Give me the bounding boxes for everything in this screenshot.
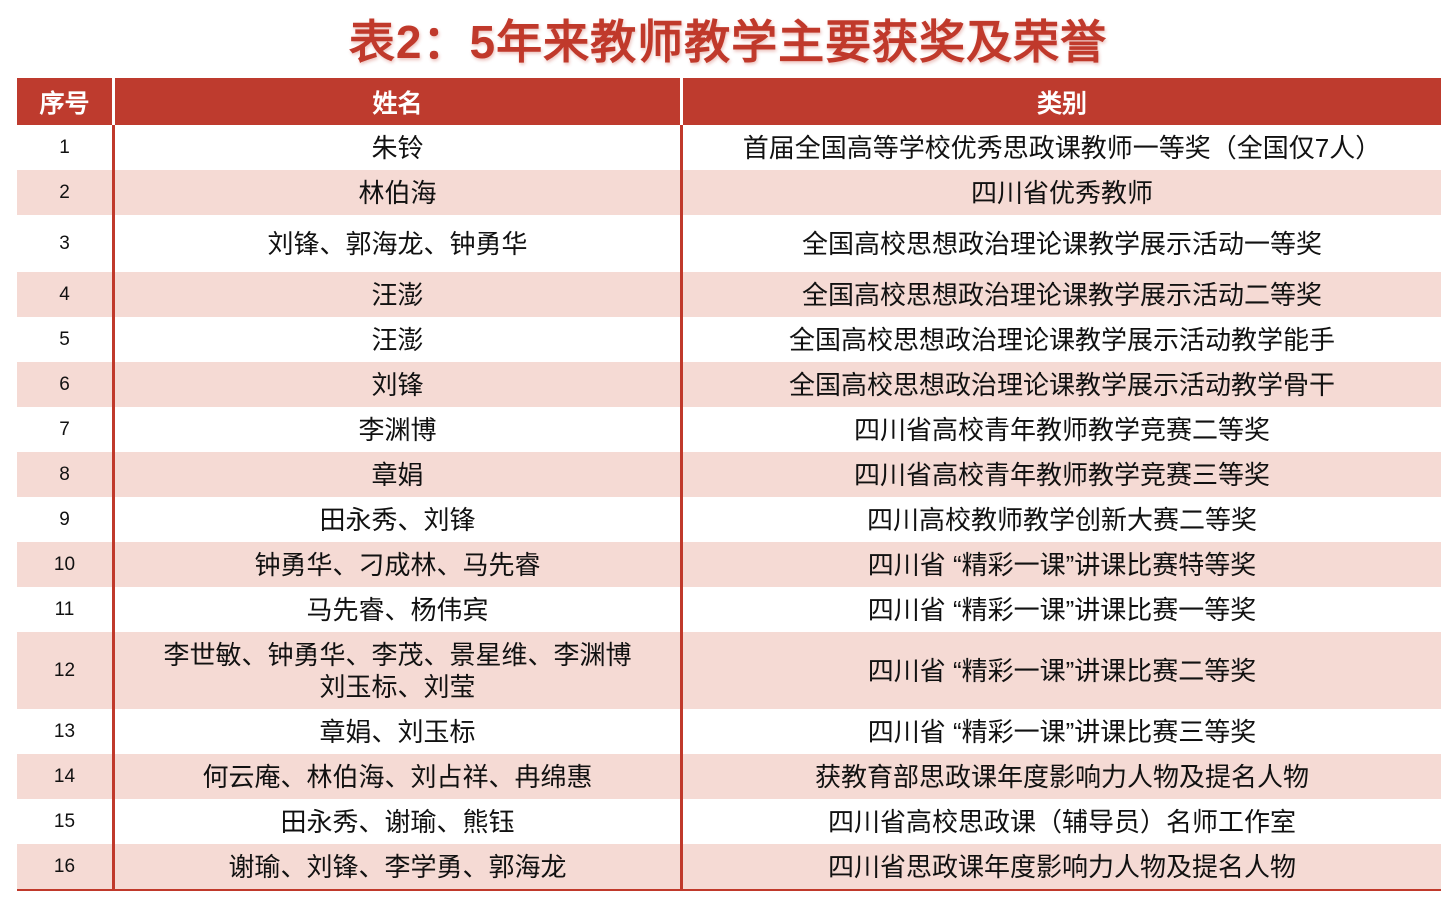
table-row: 4 汪澎 全国高校思想政治理论课教学展示活动二等奖 [17, 272, 1441, 317]
name-text: 汪澎 [371, 279, 424, 310]
cell-category: 四川省 “精彩一课”讲课比赛二等奖 [680, 632, 1441, 709]
table-row: 10 钟勇华、刁成林、马先睿 四川省 “精彩一课”讲课比赛特等奖 [17, 542, 1441, 587]
cell-no: 16 [17, 844, 114, 891]
cell-no: 13 [53, 720, 76, 742]
cell-name: 林伯海 [112, 170, 682, 215]
table-row: 11 马先睿、杨伟宾 四川省 “精彩一课”讲课比赛一等奖 [17, 587, 1441, 632]
cell-name: 刘锋 [112, 362, 682, 407]
cell-no: 9 [59, 508, 70, 530]
page-title: 表2：5年来教师教学主要获奖及荣誉 [348, 16, 1108, 68]
name-text: 章娟 [371, 459, 424, 490]
cell-category: 首届全国高等学校优秀思政课教师一等奖（全国仅7人） [680, 125, 1441, 170]
cell-name: 朱铃 [112, 125, 682, 170]
table-header-row: 序号 姓名 类别 [17, 78, 1441, 125]
name-text: 钟勇华、刁成林、马先睿 [254, 549, 541, 580]
cell-no: 15 [53, 810, 76, 832]
cell-category: 全国高校思想政治理论课教学展示活动教学骨干 [680, 362, 1441, 407]
cell-no: 3 [59, 232, 70, 254]
name-text: 汪澎 [371, 324, 424, 355]
cell-category: 四川省 “精彩一课”讲课比赛特等奖 [680, 542, 1441, 587]
cell-name: 马先睿、杨伟宾 [112, 587, 682, 632]
cell-name: 钟勇华、刁成林、马先睿 [112, 542, 682, 587]
cell-name: 李渊博 [112, 407, 682, 452]
name-text: 林伯海 [358, 177, 437, 208]
cell-no: 1 [59, 136, 70, 158]
name-text-line2: 刘玉标、刘莹 [319, 671, 476, 702]
cell-no: 10 [17, 542, 114, 587]
name-text: 刘锋、郭海龙、钟勇华 [267, 228, 528, 259]
table-row: 15 田永秀、谢瑜、熊钰 四川省高校思政课（辅导员）名师工作室 [17, 799, 1441, 844]
cell-category: 四川省思政课年度影响力人物及提名人物 [680, 844, 1441, 891]
cell-no: 7 [59, 418, 70, 440]
cell-no: 2 [17, 170, 114, 215]
cell-name: 谢瑜、刘锋、李学勇、郭海龙 [112, 844, 682, 891]
name-text: 刘锋 [371, 369, 424, 400]
cell-name: 汪澎 [112, 317, 682, 362]
table-row: 12 李世敏、钟勇华、李茂、景星维、李渊博 刘玉标、刘莹 四川省 “精彩一课”讲课比赛… [17, 632, 1441, 709]
name-text: 朱铃 [371, 132, 424, 163]
header-category: 类别 [680, 78, 1441, 125]
name-text: 章娟、刘玉标 [319, 716, 476, 747]
name-text: 田永秀、刘锋 [319, 504, 476, 535]
cell-name: 李世敏、钟勇华、李茂、景星维、李渊博 刘玉标、刘莹 [112, 632, 682, 709]
cell-name: 汪澎 [112, 272, 682, 317]
name-text: 李世敏、钟勇华、李茂、景星维、李渊博 [163, 639, 632, 670]
cell-no: 12 [17, 632, 114, 709]
name-text: 田永秀、谢瑜、熊钰 [280, 806, 515, 837]
table-row: 2 林伯海 四川省优秀教师 [17, 170, 1441, 215]
cell-no: 4 [17, 272, 114, 317]
cell-category: 全国高校思想政治理论课教学展示活动二等奖 [680, 272, 1441, 317]
cell-name: 章娟 [112, 452, 682, 497]
table-row: 9 田永秀、刘锋 四川高校教师教学创新大赛二等奖 [17, 497, 1441, 542]
cell-category: 四川省高校青年教师教学竞赛三等奖 [680, 452, 1441, 497]
name-text: 何云庵、林伯海、刘占祥、冉绵惠 [202, 761, 593, 792]
cell-no: 6 [17, 362, 114, 407]
cell-no: 8 [17, 452, 114, 497]
cell-name: 章娟、刘玉标 [112, 709, 682, 754]
table-row: 8 章娟 四川省高校青年教师教学竞赛三等奖 [17, 452, 1441, 497]
cell-no: 5 [59, 328, 70, 350]
header-no: 序号 [17, 78, 114, 125]
cell-category: 四川省优秀教师 [680, 170, 1441, 215]
awards-table: 序号 姓名 类别 1 朱铃 首届全国高等学校优秀思政课教师一等奖（全国仅7人） 2 林伯… [17, 78, 1441, 891]
cell-category: 四川省 “精彩一课”讲课比赛一等奖 [680, 587, 1441, 632]
cell-category: 四川省高校思政课（辅导员）名师工作室 [680, 799, 1441, 844]
cell-name: 刘锋、郭海龙、钟勇华 [112, 215, 682, 272]
table-row: 3 刘锋、郭海龙、钟勇华 全国高校思想政治理论课教学展示活动一等奖 [17, 215, 1441, 272]
cell-category: 获教育部思政课年度影响力人物及提名人物 [680, 754, 1441, 799]
table-row: 6 刘锋 全国高校思想政治理论课教学展示活动教学骨干 [17, 362, 1441, 407]
table-row: 7 李渊博 四川省高校青年教师教学竞赛二等奖 [17, 407, 1441, 452]
cell-name: 何云庵、林伯海、刘占祥、冉绵惠 [112, 754, 682, 799]
cell-category: 四川省高校青年教师教学竞赛二等奖 [680, 407, 1441, 452]
table-row: 14 何云庵、林伯海、刘占祥、冉绵惠 获教育部思政课年度影响力人物及提名人物 [17, 754, 1441, 799]
header-name: 姓名 [112, 78, 682, 125]
cell-name: 田永秀、刘锋 [112, 497, 682, 542]
cell-category: 全国高校思想政治理论课教学展示活动一等奖 [680, 215, 1441, 272]
table-row: 5 汪澎 全国高校思想政治理论课教学展示活动教学能手 [17, 317, 1441, 362]
name-text: 李渊博 [358, 414, 437, 445]
cell-category: 全国高校思想政治理论课教学展示活动教学能手 [680, 317, 1441, 362]
cell-category: 四川高校教师教学创新大赛二等奖 [680, 497, 1441, 542]
cell-no: 11 [54, 598, 75, 620]
name-text: 马先睿、杨伟宾 [306, 594, 489, 625]
table-row: 13 章娟、刘玉标 四川省 “精彩一课”讲课比赛三等奖 [17, 709, 1441, 754]
table-row: 1 朱铃 首届全国高等学校优秀思政课教师一等奖（全国仅7人） [17, 125, 1441, 170]
cell-name: 田永秀、谢瑜、熊钰 [112, 799, 682, 844]
cell-no: 14 [17, 754, 114, 799]
cell-category: 四川省 “精彩一课”讲课比赛三等奖 [680, 709, 1441, 754]
table-row: 16 谢瑜、刘锋、李学勇、郭海龙 四川省思政课年度影响力人物及提名人物 [17, 844, 1441, 891]
name-text: 谢瑜、刘锋、李学勇、郭海龙 [228, 851, 567, 882]
